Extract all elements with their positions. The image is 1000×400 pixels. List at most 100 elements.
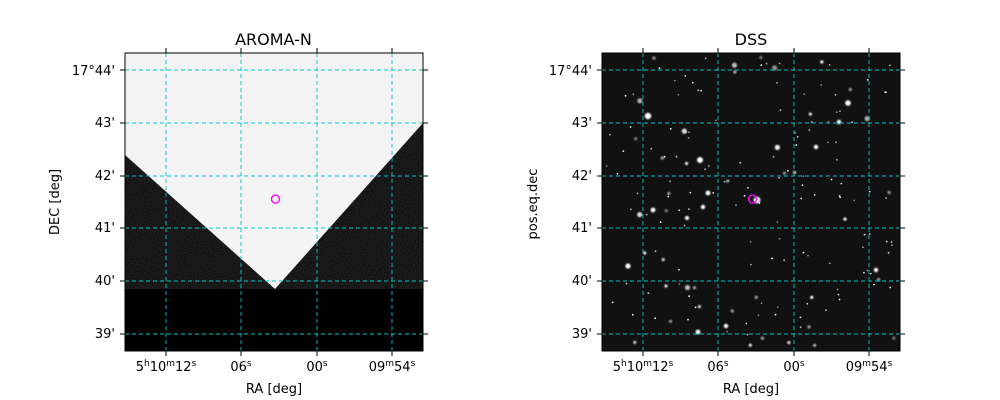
star [836, 159, 838, 161]
star [813, 343, 817, 347]
star [660, 156, 664, 160]
star [688, 131, 690, 134]
star [776, 221, 779, 223]
star [848, 87, 852, 92]
star [869, 272, 872, 275]
y-tick-label: 41' [95, 221, 115, 236]
star [644, 112, 652, 120]
star [828, 64, 831, 66]
star [810, 121, 813, 123]
star [759, 56, 763, 60]
y-tick-label: 39' [572, 327, 592, 342]
star [650, 207, 656, 213]
star [637, 98, 643, 104]
y-tick-labels: 17°44' 43' 42' 41' 40' 39' [549, 64, 592, 342]
star [735, 204, 737, 207]
star [616, 172, 619, 175]
star [678, 268, 680, 271]
star [843, 217, 847, 221]
star [697, 157, 703, 163]
star [864, 116, 870, 122]
y-tick-label: 17°44' [72, 64, 115, 79]
star [887, 252, 890, 254]
star [885, 197, 888, 200]
star [667, 195, 670, 198]
star [633, 340, 637, 344]
y-tick-labels: 17°44' 43' 42' 41' 40' 39' [72, 64, 115, 342]
star [884, 91, 887, 93]
x-tick-label: 09m54s [846, 359, 893, 375]
star [885, 240, 888, 243]
star [866, 79, 869, 81]
star [652, 56, 656, 60]
star [677, 93, 680, 96]
panel-title: AROMA-N [235, 30, 312, 49]
coverage-noise [125, 53, 423, 289]
star [683, 224, 686, 227]
star [866, 269, 869, 272]
star [745, 322, 748, 325]
star [723, 180, 726, 183]
star [838, 298, 841, 301]
star [873, 267, 879, 273]
x-tick-label: 5h10m12s [613, 359, 674, 375]
y-axis-label: DEC [deg] [48, 169, 63, 235]
star [868, 233, 871, 235]
x-tick-labels: 5h10m12s 06s 00s 09m54s [613, 359, 893, 375]
star [622, 150, 625, 153]
star [807, 254, 809, 257]
star [629, 126, 632, 128]
star [704, 57, 707, 60]
star [836, 119, 842, 125]
x-axis-label: RA [deg] [246, 382, 302, 397]
panel-title: DSS [735, 30, 768, 49]
star [661, 258, 665, 262]
star [650, 147, 653, 150]
star [730, 309, 734, 313]
star [863, 271, 865, 274]
x-tick-label: 00s [306, 359, 328, 375]
star [647, 292, 650, 294]
tick-marks [597, 48, 905, 356]
star [643, 251, 647, 255]
y-tick-label: 43' [572, 116, 592, 131]
star [675, 155, 678, 158]
star [692, 286, 697, 290]
y-tick-label: 40' [572, 274, 592, 289]
star [838, 195, 841, 197]
star [873, 283, 875, 286]
star [765, 62, 768, 65]
star [731, 62, 738, 68]
star [691, 81, 694, 84]
star [687, 318, 689, 321]
star [827, 120, 830, 123]
star [845, 100, 851, 106]
star [748, 343, 752, 347]
star [807, 325, 811, 329]
star [825, 309, 827, 311]
star [808, 112, 813, 116]
star [605, 165, 608, 167]
star [877, 278, 881, 282]
star [631, 313, 634, 316]
x-tick-label: 06s [230, 359, 252, 375]
star [654, 317, 656, 320]
y-axis-label: pos.eq.dec [526, 169, 541, 240]
star [694, 306, 697, 309]
star [611, 301, 614, 304]
star [695, 329, 701, 335]
star [827, 141, 829, 144]
star [743, 194, 746, 197]
axes-frame [601, 52, 901, 352]
star [887, 190, 891, 195]
star [746, 333, 749, 336]
star [795, 144, 798, 146]
y-tick-label: 42' [572, 169, 592, 184]
star [787, 341, 791, 345]
star [625, 263, 631, 269]
star [835, 111, 838, 113]
star [754, 295, 758, 299]
star [678, 209, 681, 212]
star [760, 302, 763, 305]
